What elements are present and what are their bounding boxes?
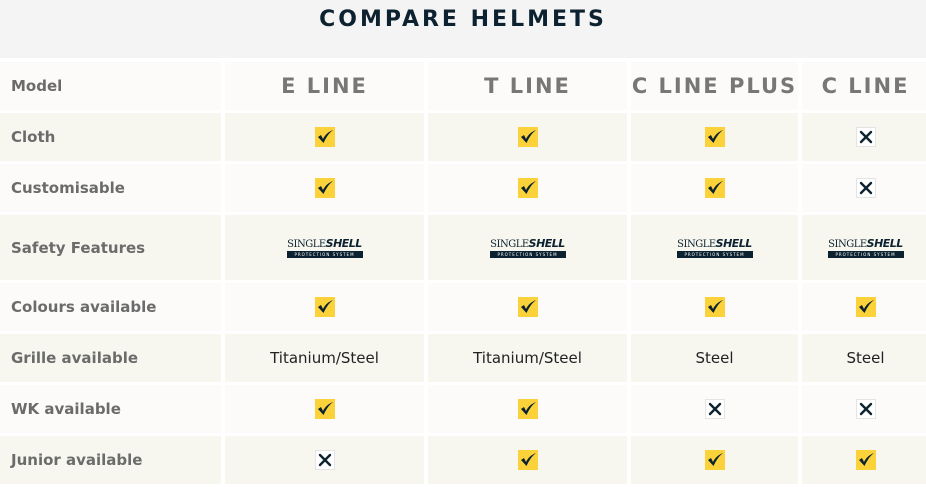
header-label: Model	[0, 62, 221, 110]
table-cell	[631, 436, 798, 484]
check-icon	[314, 399, 335, 419]
table-cell: Steel	[802, 334, 926, 382]
table-cell	[802, 164, 926, 212]
table-cell	[631, 113, 798, 161]
table-cell: SINGLESHELL PROTECTION SYSTEM	[428, 215, 627, 280]
check-icon	[704, 297, 725, 317]
table-cell	[428, 164, 627, 212]
table-cell	[802, 113, 926, 161]
table-cell	[802, 283, 926, 331]
check-icon	[314, 178, 335, 198]
row-label: WK available	[0, 385, 221, 433]
model-c-line: C LINE	[802, 62, 926, 110]
table-cell	[428, 283, 627, 331]
model-c-line-plus: C LINE PLUS	[631, 62, 798, 110]
row-label: Colours available	[0, 283, 221, 331]
table-cell	[428, 113, 627, 161]
row-label: Cloth	[0, 113, 221, 161]
table-cell	[225, 164, 424, 212]
comparison-table: Model E LINE T LINE C LINE PLUS C LINE C…	[0, 62, 926, 484]
check-icon	[314, 297, 335, 317]
cell-text: Titanium/Steel	[473, 349, 582, 367]
table-cell	[428, 436, 627, 484]
table-cell	[428, 385, 627, 433]
table-cell: Steel	[631, 334, 798, 382]
cell-text: Steel	[695, 349, 734, 367]
single-shell-logo: SINGLESHELL PROTECTION SYSTEM	[489, 237, 566, 258]
single-shell-logo: SINGLESHELL PROTECTION SYSTEM	[286, 237, 363, 258]
table-cell: Titanium/Steel	[428, 334, 627, 382]
check-icon	[704, 127, 725, 147]
table-cell: Titanium/Steel	[225, 334, 424, 382]
check-icon	[517, 450, 538, 470]
table-cell	[802, 436, 926, 484]
check-icon	[517, 178, 538, 198]
check-icon	[704, 178, 725, 198]
row-label: Customisable	[0, 164, 221, 212]
table-cell	[225, 283, 424, 331]
model-t-line: T LINE	[428, 62, 627, 110]
table-cell: SINGLESHELL PROTECTION SYSTEM	[631, 215, 798, 280]
table-cell: SINGLESHELL PROTECTION SYSTEM	[802, 215, 926, 280]
table-cell	[631, 283, 798, 331]
table-cell	[225, 385, 424, 433]
model-e-line: E LINE	[225, 62, 424, 110]
row-label: Grille available	[0, 334, 221, 382]
check-icon	[517, 399, 538, 419]
cross-icon	[855, 178, 876, 198]
check-icon	[704, 450, 725, 470]
check-icon	[855, 297, 876, 317]
check-icon	[314, 127, 335, 147]
cross-icon	[855, 399, 876, 419]
single-shell-logo: SINGLESHELL PROTECTION SYSTEM	[827, 237, 904, 258]
check-icon	[855, 450, 876, 470]
cross-icon	[704, 399, 725, 419]
cell-text: Titanium/Steel	[270, 349, 379, 367]
row-label: Safety Features	[0, 215, 221, 280]
check-icon	[517, 127, 538, 147]
page-title: COMPARE HELMETS	[0, 0, 926, 58]
single-shell-logo: SINGLESHELL PROTECTION SYSTEM	[676, 237, 753, 258]
table-cell	[631, 164, 798, 212]
table-cell	[802, 385, 926, 433]
table-cell	[631, 385, 798, 433]
table-cell	[225, 436, 424, 484]
table-cell: SINGLESHELL PROTECTION SYSTEM	[225, 215, 424, 280]
cross-icon	[855, 127, 876, 147]
check-icon	[517, 297, 538, 317]
cross-icon	[314, 450, 335, 470]
row-label: Junior available	[0, 436, 221, 484]
table-cell	[225, 113, 424, 161]
cell-text: Steel	[846, 349, 885, 367]
